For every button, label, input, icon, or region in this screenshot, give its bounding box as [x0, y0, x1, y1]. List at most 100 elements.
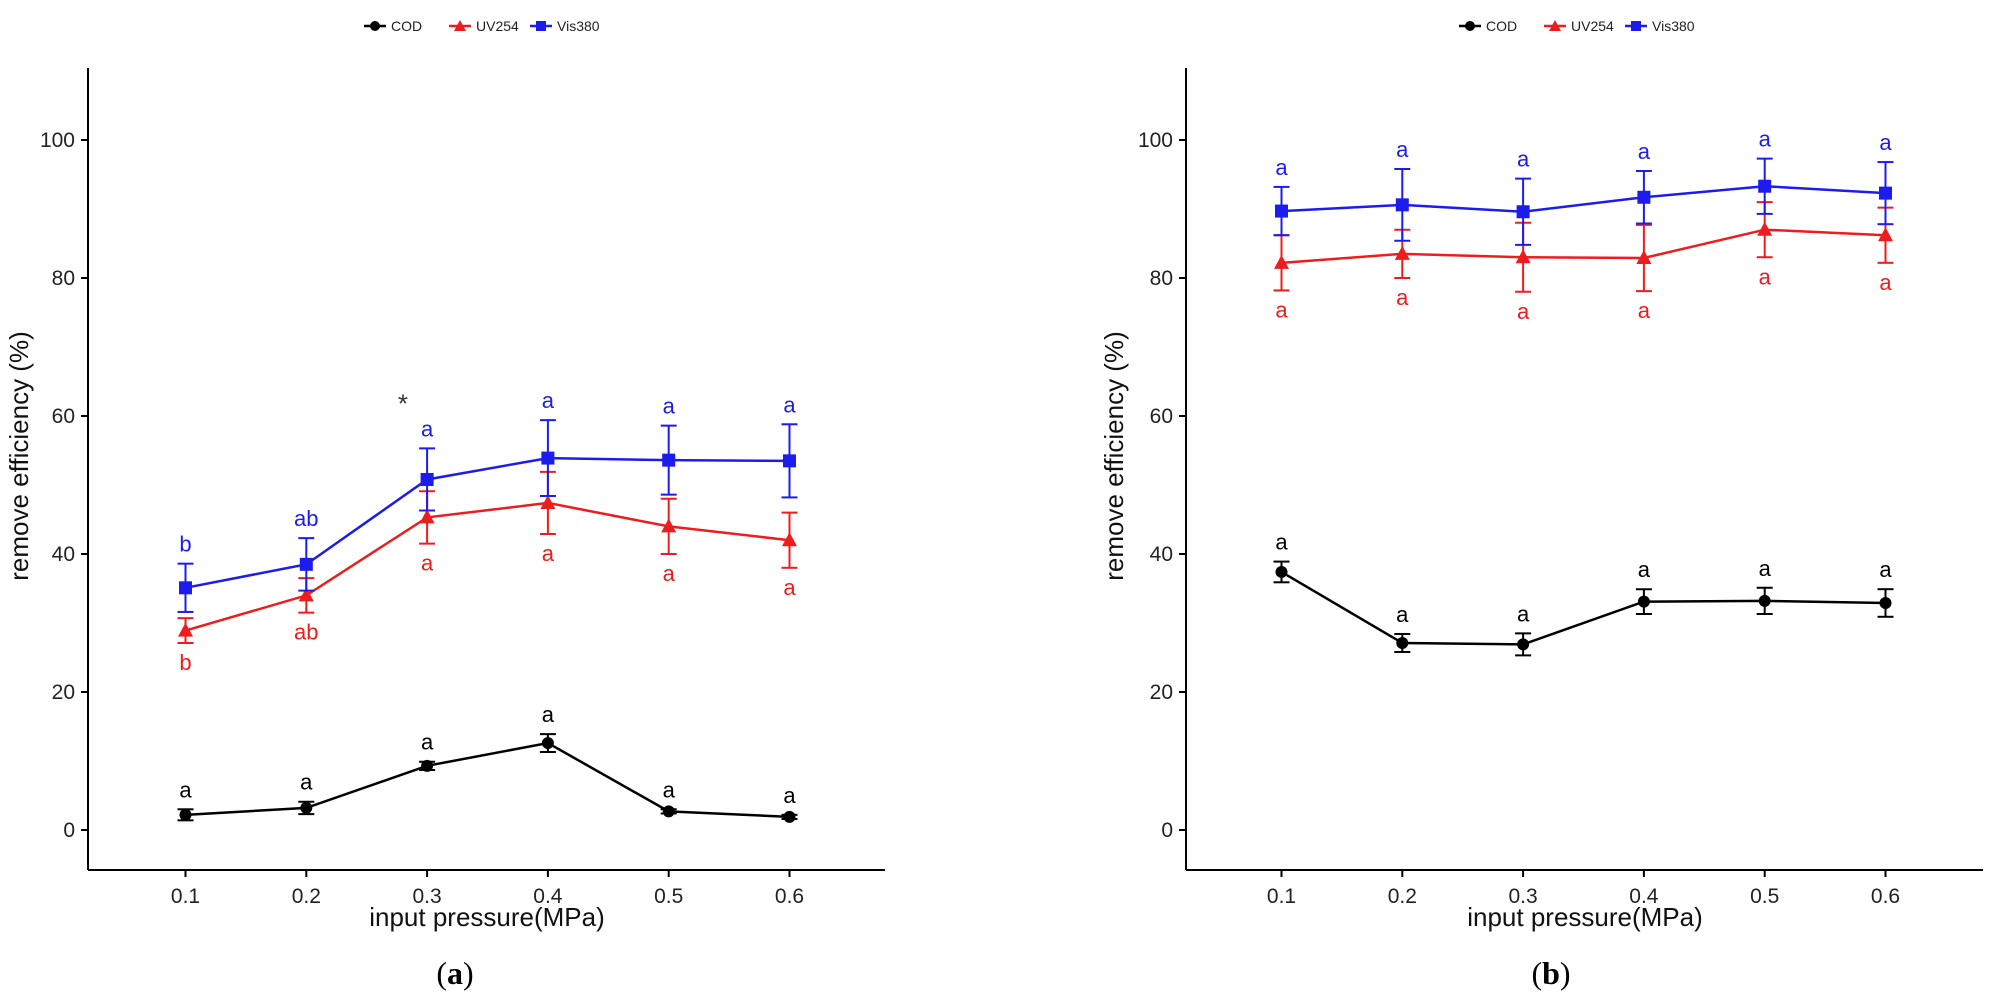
- data-point-Vis380: [662, 453, 676, 467]
- legend-label: COD: [391, 18, 422, 34]
- series-COD: a a a a a a: [1273, 530, 1894, 657]
- x-tick-label: 0.5: [1750, 885, 1779, 908]
- legend-marker: [536, 21, 546, 31]
- y-tick-label: 80: [1150, 267, 1173, 290]
- significance-label: a: [542, 702, 555, 727]
- significance-label: a: [1879, 557, 1892, 582]
- data-point-UV254: [1636, 249, 1652, 264]
- legend-label: UV254: [476, 18, 519, 34]
- series-line-COD: [185, 741, 790, 819]
- caption-paren-open: (: [436, 955, 447, 991]
- significance-label: a: [1759, 127, 1772, 152]
- significance-label: a: [300, 770, 313, 795]
- x-axis-title: input pressure(MPa): [1467, 902, 1703, 932]
- significance-label: a: [1638, 298, 1651, 323]
- significance-label: a: [1638, 139, 1651, 164]
- x-tick-label: 0.2: [1388, 885, 1417, 908]
- legend-item-Vis380: Vis380: [1625, 18, 1695, 34]
- significance-label: a: [179, 777, 192, 802]
- legend-label: COD: [1486, 18, 1517, 34]
- significance-label: b: [179, 532, 191, 557]
- significance-label: a: [1638, 557, 1651, 582]
- series-Vis380: a a a a a a: [1273, 127, 1894, 246]
- y-axis-title: remove efficiency (%): [4, 331, 34, 581]
- data-point-COD: [1275, 565, 1288, 578]
- x-tick-label: 0.3: [412, 885, 441, 908]
- legend-marker: [454, 20, 466, 31]
- x-axis-title: input pressure(MPa): [369, 902, 605, 932]
- data-point-UV254: [1394, 245, 1410, 260]
- data-point-UV254: [1515, 249, 1531, 264]
- series-line-UV254: [185, 501, 790, 632]
- data-point-Vis380: [1879, 186, 1892, 200]
- data-point-Vis380: [1637, 190, 1651, 204]
- significance-label: a: [663, 394, 676, 419]
- y-tick-label: 0: [63, 819, 75, 842]
- data-point-UV254: [298, 587, 314, 602]
- significance-label: a: [1517, 601, 1530, 626]
- significance-label: a: [1759, 556, 1772, 581]
- y-tick-label: 60: [1150, 405, 1173, 428]
- data-point-COD: [1396, 637, 1409, 650]
- data-point-COD: [1758, 594, 1771, 607]
- series-line-COD: [1280, 570, 1886, 646]
- significance-label: a: [1759, 264, 1772, 289]
- data-point-UV254: [178, 622, 193, 637]
- series-UV254: a a a a a a: [1273, 201, 1894, 324]
- data-point-COD: [300, 801, 313, 814]
- data-point-UV254: [419, 509, 435, 524]
- significance-label: a: [421, 730, 434, 755]
- significance-label: a: [663, 561, 676, 586]
- x-tick-label: 0.6: [1871, 885, 1900, 908]
- data-point-Vis380: [1395, 198, 1409, 212]
- x-tick-label: 0.6: [775, 885, 804, 908]
- significance-label: a: [1275, 297, 1288, 322]
- significance-label: a: [542, 388, 555, 413]
- panel-label: b: [1542, 955, 1560, 991]
- series-COD: a a a a a a: [177, 702, 798, 823]
- legend-label: Vis380: [557, 18, 600, 34]
- x-tick-label: 0.1: [1267, 885, 1296, 908]
- significance-label: a: [783, 575, 796, 600]
- panel-caption: (b): [1531, 955, 1570, 991]
- significance-label: a: [1517, 147, 1530, 172]
- legend: COD UV254 Vis380: [1459, 18, 1695, 34]
- significance-label: a: [1396, 137, 1409, 162]
- significance-label: a: [1275, 155, 1288, 180]
- legend-item-UV254: UV254: [1544, 18, 1614, 34]
- panel-label: a: [447, 955, 463, 991]
- data-point-Vis380: [783, 454, 796, 468]
- significance-label: a: [1275, 530, 1288, 555]
- data-point-COD: [541, 737, 554, 750]
- data-point-UV254: [661, 518, 677, 533]
- x-tick-label: 0.1: [171, 885, 200, 908]
- data-point-UV254: [1274, 254, 1289, 269]
- significance-label: a: [783, 783, 796, 808]
- data-point-UV254: [540, 494, 556, 509]
- chart-panel-a: 0 20 40 60 80 100 0.1 0.2 0.3 0.4 0.5 0.6 input pres…: [4, 18, 885, 991]
- y-axis-title: remove efficiency (%): [1099, 331, 1129, 581]
- legend-label: UV254: [1571, 18, 1614, 34]
- data-point-Vis380: [1275, 204, 1288, 218]
- series-line-Vis380: [1281, 184, 1886, 214]
- legend-item-COD: COD: [364, 18, 422, 34]
- y-tick-label: 0: [1161, 819, 1173, 842]
- legend-marker: [370, 21, 380, 31]
- caption-paren-open: (: [1531, 955, 1542, 991]
- panel-caption: (a): [436, 955, 473, 991]
- data-point-COD: [1637, 595, 1650, 608]
- significance-label: a: [542, 541, 555, 566]
- significance-label: ab: [294, 506, 318, 531]
- significance-label: a: [1879, 270, 1892, 295]
- data-point-Vis380: [1758, 179, 1772, 193]
- significance-label: a: [1396, 602, 1409, 627]
- y-tick-label: 60: [52, 405, 75, 428]
- data-point-COD: [421, 759, 434, 772]
- significance-label: a: [421, 416, 434, 441]
- legend-marker: [1465, 21, 1475, 31]
- x-tick-label: 0.2: [292, 885, 321, 908]
- x-tick-label: 0.5: [654, 885, 683, 908]
- data-point-Vis380: [179, 581, 192, 595]
- series-line-Vis380: [185, 456, 790, 590]
- significance-label: a: [1396, 285, 1409, 310]
